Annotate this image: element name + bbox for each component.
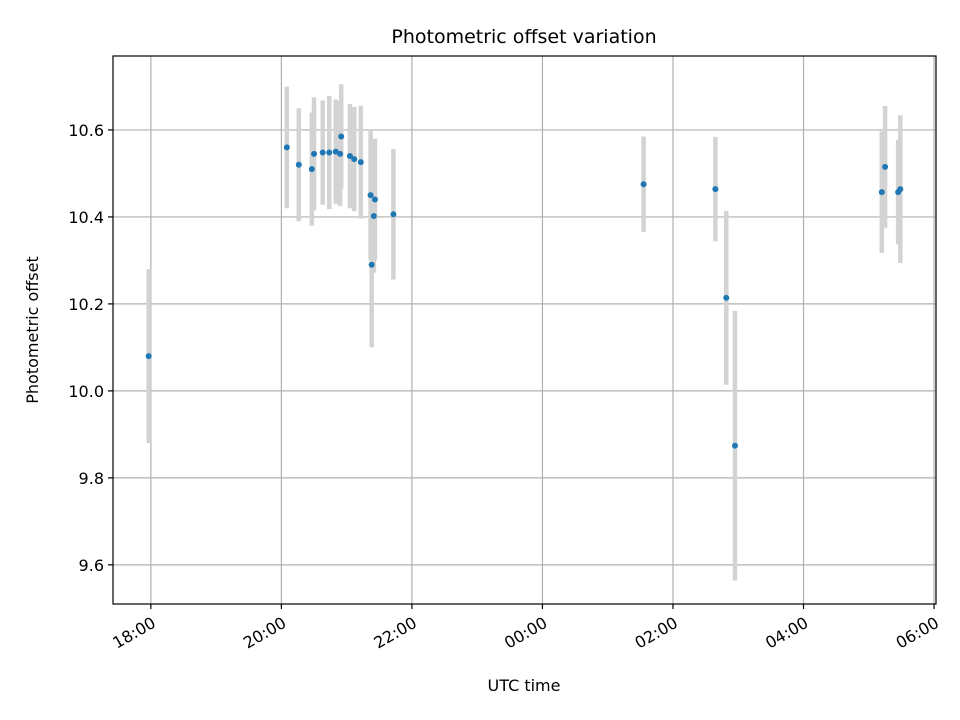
y-tick-label: 9.6 bbox=[79, 556, 104, 575]
data-point bbox=[367, 192, 374, 199]
data-point bbox=[311, 150, 318, 157]
plot-area-frame bbox=[112, 55, 937, 605]
data-point bbox=[283, 144, 290, 151]
data-point bbox=[319, 149, 326, 156]
data-point bbox=[337, 150, 344, 157]
data-point bbox=[390, 211, 397, 218]
data-point bbox=[368, 261, 375, 268]
data-point bbox=[371, 196, 378, 203]
data-point bbox=[897, 186, 904, 193]
y-tick-label: 10.4 bbox=[68, 208, 104, 227]
data-point bbox=[346, 153, 353, 160]
x-axis-label: UTC time bbox=[488, 676, 561, 695]
data-point bbox=[145, 353, 152, 360]
y-axis-label: Photometric offset bbox=[23, 256, 42, 404]
data-point bbox=[295, 161, 302, 168]
data-point bbox=[640, 181, 647, 188]
data-point bbox=[357, 159, 364, 166]
y-tick-label: 9.8 bbox=[79, 469, 104, 488]
chart-title: Photometric offset variation bbox=[391, 26, 656, 48]
data-point bbox=[712, 186, 719, 193]
data-point bbox=[370, 213, 377, 220]
y-tick-label: 10.0 bbox=[68, 382, 104, 401]
data-point bbox=[351, 156, 358, 163]
data-point bbox=[338, 133, 345, 140]
y-tick-label: 10.2 bbox=[68, 295, 104, 314]
y-tick-label: 10.6 bbox=[68, 121, 104, 140]
data-point bbox=[882, 163, 889, 170]
data-point bbox=[878, 189, 885, 196]
data-points bbox=[145, 133, 904, 449]
data-point bbox=[308, 166, 315, 173]
y-axis-ticks: 9.6 9.8 10.0 10.2 10.4 10.6 bbox=[68, 121, 113, 575]
data-point bbox=[723, 294, 730, 301]
data-point bbox=[326, 149, 333, 156]
data-point bbox=[731, 442, 738, 449]
grid bbox=[113, 56, 936, 604]
